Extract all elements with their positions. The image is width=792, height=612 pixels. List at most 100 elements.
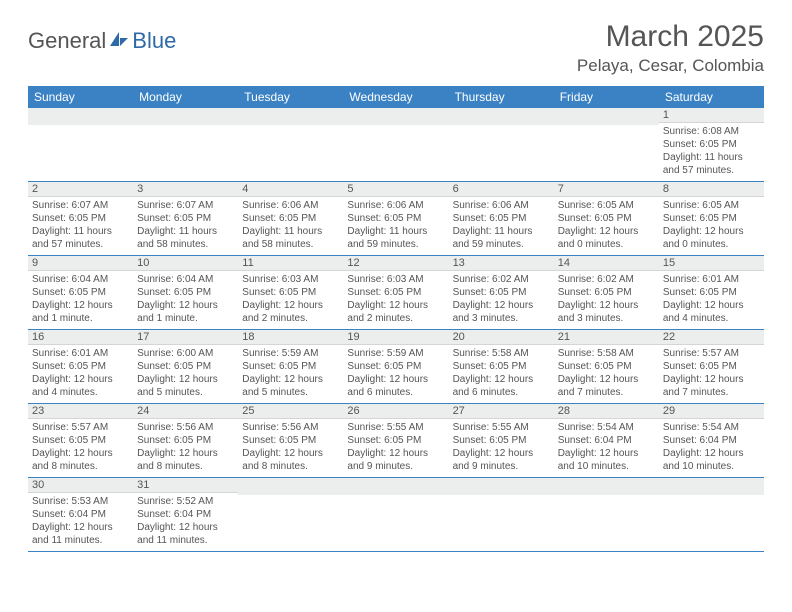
sunset-text: Sunset: 6:04 PM [663, 434, 760, 447]
day-cell [343, 108, 448, 181]
day-body: Sunrise: 5:59 AMSunset: 6:05 PMDaylight:… [343, 345, 448, 403]
sunrise-text: Sunrise: 5:56 AM [242, 421, 339, 434]
sunset-text: Sunset: 6:05 PM [32, 434, 129, 447]
day-body: Sunrise: 5:55 AMSunset: 6:05 PMDaylight:… [343, 419, 448, 477]
day-cell [554, 108, 659, 181]
empty-day-bar [343, 108, 448, 125]
day-cell [343, 478, 448, 551]
empty-day-bar [449, 478, 554, 495]
day-cell: 14Sunrise: 6:02 AMSunset: 6:05 PMDayligh… [554, 256, 659, 329]
day-number: 17 [133, 330, 238, 345]
day-body: Sunrise: 5:55 AMSunset: 6:05 PMDaylight:… [449, 419, 554, 477]
day-body: Sunrise: 6:02 AMSunset: 6:05 PMDaylight:… [554, 271, 659, 329]
weekday-label: Tuesday [238, 86, 343, 108]
day-cell: 12Sunrise: 6:03 AMSunset: 6:05 PMDayligh… [343, 256, 448, 329]
sunrise-text: Sunrise: 6:08 AM [663, 125, 760, 138]
daylight-text: Daylight: 12 hours and 2 minutes. [242, 299, 339, 325]
day-number: 6 [449, 182, 554, 197]
sunset-text: Sunset: 6:05 PM [453, 360, 550, 373]
week-row: 1 Sunrise: 6:08 AMSunset: 6:05 PMDaylight… [28, 108, 764, 182]
daylight-text: Daylight: 11 hours and 59 minutes. [347, 225, 444, 251]
daylight-text: Daylight: 12 hours and 10 minutes. [663, 447, 760, 473]
weekday-label: Sunday [28, 86, 133, 108]
sunrise-text: Sunrise: 6:01 AM [32, 347, 129, 360]
empty-day-bar [343, 478, 448, 495]
daylight-text: Daylight: 12 hours and 3 minutes. [558, 299, 655, 325]
daylight-text: Daylight: 12 hours and 4 minutes. [32, 373, 129, 399]
day-cell: 18Sunrise: 5:59 AMSunset: 6:05 PMDayligh… [238, 330, 343, 403]
week-row: 2Sunrise: 6:07 AMSunset: 6:05 PMDaylight… [28, 182, 764, 256]
day-number: 23 [28, 404, 133, 419]
day-number: 31 [133, 478, 238, 493]
empty-day-bar [554, 108, 659, 125]
sail-icon [108, 28, 130, 54]
day-body: Sunrise: 6:06 AMSunset: 6:05 PMDaylight:… [343, 197, 448, 255]
empty-day-bar [449, 108, 554, 125]
sunset-text: Sunset: 6:05 PM [453, 212, 550, 225]
day-cell: 22Sunrise: 5:57 AMSunset: 6:05 PMDayligh… [659, 330, 764, 403]
day-cell [554, 478, 659, 551]
daylight-text: Daylight: 12 hours and 6 minutes. [453, 373, 550, 399]
day-number: 8 [659, 182, 764, 197]
day-cell [133, 108, 238, 181]
sunset-text: Sunset: 6:05 PM [137, 212, 234, 225]
day-number: 15 [659, 256, 764, 271]
sunrise-text: Sunrise: 6:05 AM [663, 199, 760, 212]
day-number: 18 [238, 330, 343, 345]
weekday-label: Monday [133, 86, 238, 108]
day-cell: 19Sunrise: 5:59 AMSunset: 6:05 PMDayligh… [343, 330, 448, 403]
title-block: March 2025 Pelaya, Cesar, Colombia [577, 20, 764, 76]
day-cell: 4Sunrise: 6:06 AMSunset: 6:05 PMDaylight… [238, 182, 343, 255]
day-body: Sunrise: 6:06 AMSunset: 6:05 PMDaylight:… [449, 197, 554, 255]
day-cell: 11Sunrise: 6:03 AMSunset: 6:05 PMDayligh… [238, 256, 343, 329]
sunset-text: Sunset: 6:05 PM [242, 286, 339, 299]
sunset-text: Sunset: 6:05 PM [242, 360, 339, 373]
day-cell: 17Sunrise: 6:00 AMSunset: 6:05 PMDayligh… [133, 330, 238, 403]
day-body: Sunrise: 6:01 AMSunset: 6:05 PMDaylight:… [659, 271, 764, 329]
day-body: Sunrise: 5:54 AMSunset: 6:04 PMDaylight:… [554, 419, 659, 477]
day-body: Sunrise: 6:02 AMSunset: 6:05 PMDaylight:… [449, 271, 554, 329]
sunrise-text: Sunrise: 6:07 AM [32, 199, 129, 212]
day-number: 22 [659, 330, 764, 345]
sunset-text: Sunset: 6:05 PM [137, 360, 234, 373]
daylight-text: Daylight: 12 hours and 10 minutes. [558, 447, 655, 473]
daylight-text: Daylight: 12 hours and 9 minutes. [453, 447, 550, 473]
sunset-text: Sunset: 6:05 PM [453, 286, 550, 299]
day-number: 19 [343, 330, 448, 345]
sunset-text: Sunset: 6:05 PM [32, 360, 129, 373]
day-body: Sunrise: 5:53 AMSunset: 6:04 PMDaylight:… [28, 493, 133, 551]
day-cell: 6Sunrise: 6:06 AMSunset: 6:05 PMDaylight… [449, 182, 554, 255]
empty-day-bar [238, 108, 343, 125]
sunset-text: Sunset: 6:05 PM [242, 434, 339, 447]
daylight-text: Daylight: 11 hours and 57 minutes. [663, 151, 760, 177]
day-number: 26 [343, 404, 448, 419]
day-body: Sunrise: 5:52 AMSunset: 6:04 PMDaylight:… [133, 493, 238, 551]
location-subtitle: Pelaya, Cesar, Colombia [577, 56, 764, 76]
sunrise-text: Sunrise: 5:56 AM [137, 421, 234, 434]
empty-day-bar [554, 478, 659, 495]
sunset-text: Sunset: 6:05 PM [663, 360, 760, 373]
sunset-text: Sunset: 6:05 PM [137, 434, 234, 447]
day-number: 3 [133, 182, 238, 197]
day-body: Sunrise: 5:59 AMSunset: 6:05 PMDaylight:… [238, 345, 343, 403]
day-number: 13 [449, 256, 554, 271]
daylight-text: Daylight: 12 hours and 4 minutes. [663, 299, 760, 325]
sunset-text: Sunset: 6:04 PM [32, 508, 129, 521]
empty-day-bar [133, 108, 238, 125]
day-body: Sunrise: 6:05 AMSunset: 6:05 PMDaylight:… [554, 197, 659, 255]
day-body: Sunrise: 5:56 AMSunset: 6:05 PMDaylight:… [133, 419, 238, 477]
day-body: Sunrise: 6:03 AMSunset: 6:05 PMDaylight:… [343, 271, 448, 329]
sunrise-text: Sunrise: 6:01 AM [663, 273, 760, 286]
sunset-text: Sunset: 6:04 PM [558, 434, 655, 447]
sunset-text: Sunset: 6:05 PM [558, 360, 655, 373]
sunset-text: Sunset: 6:05 PM [663, 138, 760, 151]
day-number: 5 [343, 182, 448, 197]
day-number: 1 [659, 108, 764, 123]
sunrise-text: Sunrise: 5:59 AM [347, 347, 444, 360]
sunrise-text: Sunrise: 5:52 AM [137, 495, 234, 508]
day-number: 29 [659, 404, 764, 419]
daylight-text: Daylight: 12 hours and 1 minute. [32, 299, 129, 325]
day-cell [449, 478, 554, 551]
empty-day-bar [238, 478, 343, 495]
day-cell: 24Sunrise: 5:56 AMSunset: 6:05 PMDayligh… [133, 404, 238, 477]
